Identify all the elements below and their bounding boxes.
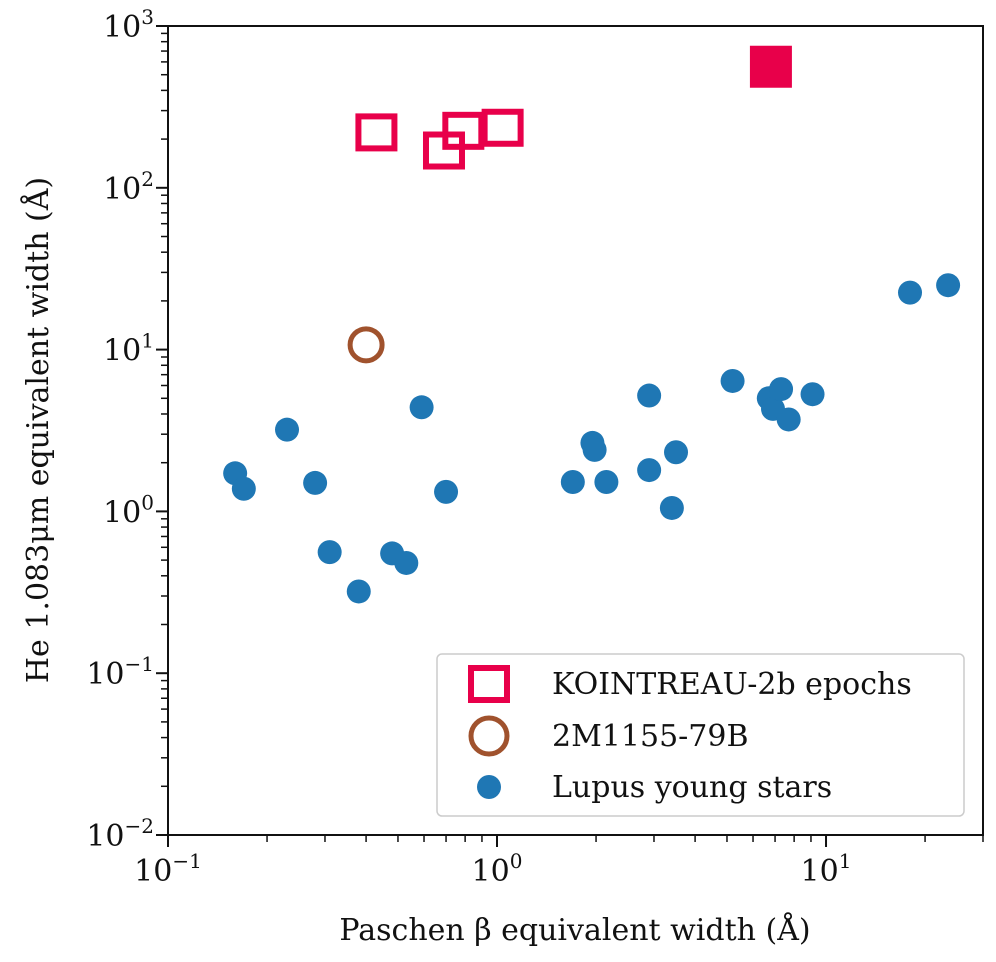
x-tick-label-base: 10 (801, 854, 839, 889)
y-tick-label: 10−1 (86, 652, 154, 692)
data-point-lupus (231, 476, 256, 501)
x-tick-label-base: 10 (472, 854, 510, 889)
legend-label-lupus: Lupus young stars (552, 770, 832, 805)
data-point-lupus (434, 479, 459, 504)
points-layer (223, 45, 961, 604)
legend-label-2m1155: 2M1155-79B (552, 719, 749, 754)
y-tick-label-exponent: 1 (141, 329, 154, 353)
data-point-lupus (659, 495, 684, 520)
y-tick-label-exponent: 0 (141, 490, 154, 514)
data-point-lupus (720, 368, 745, 393)
y-tick-label-exponent: −1 (125, 652, 154, 676)
y-tick-label-exponent: −2 (125, 814, 154, 838)
x-tick-label: 101 (801, 849, 852, 889)
x-tick-label-exponent: 1 (839, 849, 852, 873)
y-tick-label-base: 10 (103, 10, 141, 45)
data-point-kointreau-filled (749, 45, 792, 88)
x-tick-label-base: 10 (134, 854, 172, 889)
data-point-2m1155 (347, 326, 385, 364)
y-tick-label-exponent: 3 (141, 5, 154, 29)
legend: KOINTREAU-2b epochs 2M1155-79B Lupus you… (436, 653, 965, 817)
data-point-lupus (346, 579, 371, 604)
data-point-lupus (275, 417, 300, 442)
data-point-lupus (637, 458, 662, 483)
y-tick-label: 101 (103, 329, 154, 369)
y-tick-label-base: 10 (86, 819, 124, 854)
y-tick-label: 10−2 (86, 814, 154, 854)
data-point-lupus (582, 437, 607, 462)
x-tick-label-exponent: −1 (172, 849, 201, 873)
y-tick-label-base: 10 (86, 657, 124, 692)
data-point-kointreau (481, 108, 524, 147)
legend-label-kointreau: KOINTREAU-2b epochs (552, 667, 912, 702)
data-point-lupus (560, 469, 585, 494)
data-point-lupus (637, 383, 662, 408)
y-tick-label-base: 10 (103, 495, 141, 530)
data-point-lupus (776, 407, 801, 432)
y-tick-label: 103 (103, 5, 154, 45)
x-tick-label: 10−1 (134, 849, 202, 889)
data-point-lupus (664, 440, 689, 465)
legend-marker-square (468, 665, 510, 703)
x-tick-label-exponent: 0 (510, 849, 523, 873)
legend-box (436, 653, 965, 817)
plot-frame (167, 25, 984, 836)
data-point-lupus (594, 469, 619, 494)
x-axis-label: Paschen β equivalent width (Å) (339, 912, 810, 948)
data-point-kointreau (442, 111, 485, 150)
y-tick-label: 102 (103, 167, 154, 207)
data-point-lupus (769, 377, 794, 402)
y-axis-label: He 1.083μm equivalent width (Å) (20, 177, 56, 683)
data-point-kointreau (355, 113, 398, 152)
y-tick-label-base: 10 (103, 334, 141, 369)
data-point-lupus (936, 273, 961, 298)
data-point-lupus (800, 382, 825, 407)
y-tick-label: 100 (103, 490, 154, 530)
data-point-lupus (303, 470, 328, 495)
data-point-lupus (409, 395, 434, 420)
data-point-lupus (317, 540, 342, 565)
data-point-lupus (394, 550, 419, 575)
y-tick-label-base: 10 (103, 172, 141, 207)
data-point-lupus (898, 280, 923, 305)
y-tick-label-exponent: 2 (141, 167, 154, 191)
legend-marker-filled-circle (477, 775, 501, 799)
x-tick-label: 100 (472, 849, 523, 889)
legend-marker-open-circle (468, 715, 510, 757)
